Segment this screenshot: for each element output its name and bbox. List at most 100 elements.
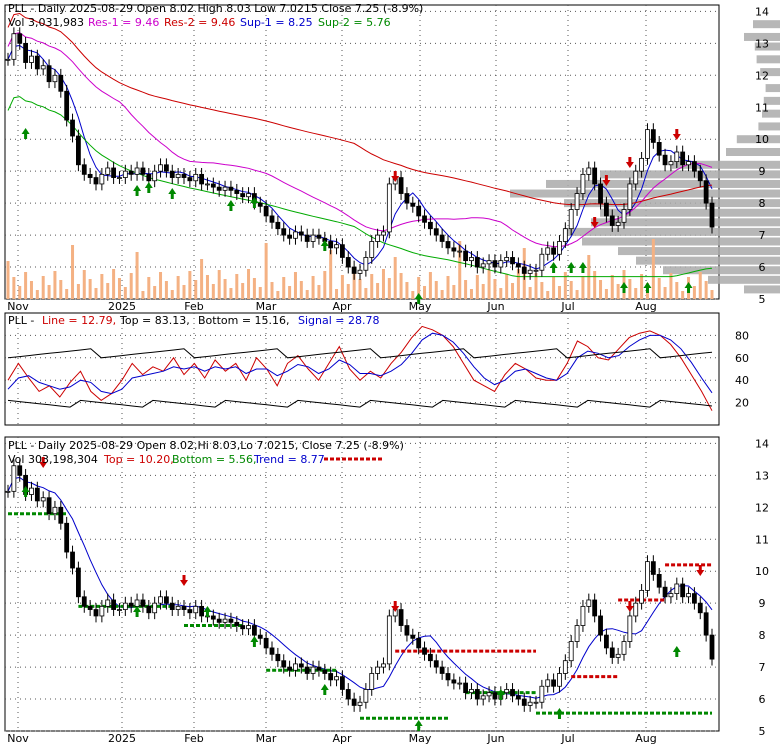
volume-bar xyxy=(71,245,75,299)
volume-bar xyxy=(428,272,432,299)
profile-bar xyxy=(564,199,780,208)
candle-body xyxy=(351,266,357,274)
candle-body xyxy=(680,583,686,598)
volume-bar xyxy=(581,276,585,299)
x-tick-label: Nov xyxy=(7,732,29,745)
volume-bar xyxy=(305,290,309,299)
candle-body xyxy=(639,157,644,172)
candle-body xyxy=(486,260,492,265)
volume-bar xyxy=(200,259,204,299)
profile-bar xyxy=(726,148,780,156)
candle-body xyxy=(480,695,486,700)
candle-body xyxy=(627,183,633,210)
candle-body xyxy=(122,602,128,610)
y-tick-label: 7 xyxy=(759,229,766,242)
candle-body xyxy=(11,33,17,60)
volume-bar xyxy=(393,257,397,299)
volume-bar xyxy=(264,243,268,299)
y-tick-label: 9 xyxy=(759,165,766,178)
volume-bar xyxy=(35,290,39,299)
candle-body xyxy=(621,641,627,655)
x-tick-label: Nov xyxy=(7,300,29,313)
volume-bar xyxy=(229,288,233,299)
volume-bar xyxy=(235,274,239,299)
candle-body xyxy=(339,676,345,690)
volume-bar xyxy=(94,288,98,299)
candle-body xyxy=(557,673,562,687)
candle-body xyxy=(410,202,416,207)
profile-bar xyxy=(744,285,780,294)
sell-arrow xyxy=(602,175,611,186)
candle-body xyxy=(427,221,433,230)
sup1-label: Sup-1 = 8.25 xyxy=(240,16,313,29)
osc-signal xyxy=(7,332,713,395)
candle-body xyxy=(398,609,404,626)
volume-bar xyxy=(604,289,608,299)
profile-bar xyxy=(546,179,780,188)
candle-body xyxy=(58,506,64,524)
candle-body xyxy=(146,173,152,182)
candle-body xyxy=(316,234,322,239)
candle-body xyxy=(345,689,351,700)
volume-bar xyxy=(411,291,415,299)
volume-bar xyxy=(599,280,603,299)
volume-bar xyxy=(675,282,679,299)
resistance-line xyxy=(7,12,713,206)
volume-bar xyxy=(616,284,620,299)
volume-bar xyxy=(299,281,303,299)
osc-tick-label: 40 xyxy=(735,374,749,387)
candle-body xyxy=(34,55,40,70)
candle-body xyxy=(240,193,246,198)
candle-body xyxy=(580,173,586,194)
y-tick-label: 12 xyxy=(755,501,769,514)
candle-body xyxy=(474,257,480,268)
buy-arrow xyxy=(684,282,693,293)
candle-body xyxy=(334,676,339,681)
volume-bar xyxy=(141,291,145,299)
candle-body xyxy=(457,682,463,685)
volume-bar xyxy=(364,288,368,299)
candle-body xyxy=(709,202,715,228)
buy-arrow xyxy=(250,197,259,208)
volume-bar xyxy=(112,269,116,299)
candle-body xyxy=(5,58,11,61)
volume-bar xyxy=(346,284,350,299)
profile-bar xyxy=(663,266,780,275)
volume-bar xyxy=(153,286,157,299)
volume-bar xyxy=(575,290,579,299)
candle-body xyxy=(64,522,70,553)
candle-body xyxy=(433,228,439,236)
profile-bar xyxy=(564,227,780,236)
volume-bar xyxy=(135,252,139,299)
candle-body xyxy=(492,260,498,268)
volume-bar xyxy=(159,272,163,299)
candle-body xyxy=(257,634,263,639)
osc-line-label: Line = 12.79, xyxy=(42,314,116,327)
candle-body xyxy=(128,170,134,175)
buy-arrow xyxy=(168,188,177,199)
x-tick-label: 2025 xyxy=(108,732,136,745)
candle-body xyxy=(404,193,410,204)
osc-top-line xyxy=(7,348,713,359)
candle-body xyxy=(140,167,146,175)
price-title: PLL - Daily 2025-08-29 Open 8.02 High 8.… xyxy=(8,2,423,15)
candle-body xyxy=(158,164,163,172)
volume-bar xyxy=(182,285,186,299)
candle-body xyxy=(357,701,363,706)
candle-body xyxy=(527,701,533,706)
volume-bar xyxy=(241,283,245,299)
candle-body xyxy=(674,151,680,162)
volume-bar xyxy=(434,281,438,299)
volume-bar xyxy=(53,271,57,299)
candle-body xyxy=(181,173,187,178)
profile-bar xyxy=(618,247,780,256)
volume-bar xyxy=(499,288,503,299)
volume-bar xyxy=(440,290,444,299)
candle-body xyxy=(210,615,216,620)
volume-bar xyxy=(24,272,28,299)
candle-body xyxy=(275,653,281,662)
candle-body xyxy=(70,551,75,569)
candle-body xyxy=(451,679,457,684)
volume-bar xyxy=(552,277,556,299)
price-axis-ticks: 5 6 7 8 9 10 11 12 13 14 xyxy=(755,5,769,306)
